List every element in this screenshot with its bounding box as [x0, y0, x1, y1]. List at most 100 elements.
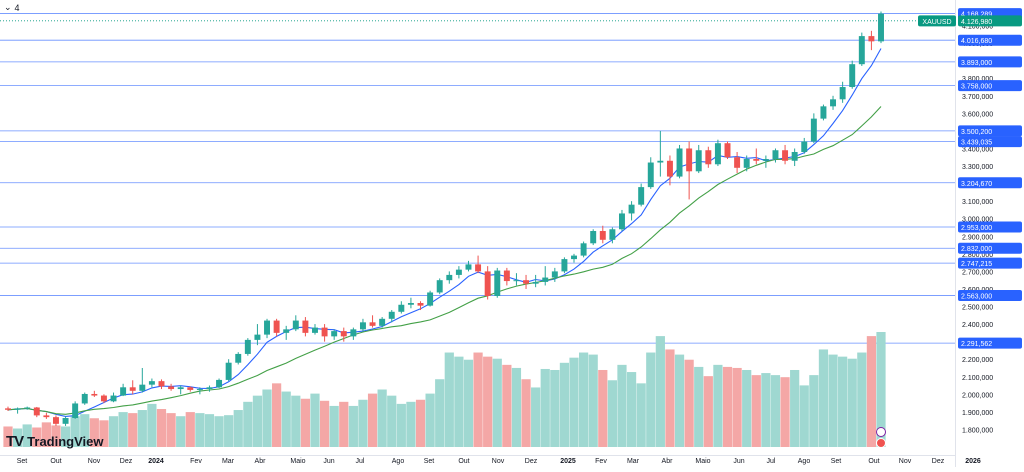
candle-body [264, 321, 270, 335]
x-tick-label: Out [458, 458, 469, 465]
candle-body [523, 280, 529, 284]
volume-bar [569, 358, 578, 447]
candle-body [34, 407, 40, 415]
volume-bar [282, 392, 291, 447]
volume-bar [291, 396, 300, 447]
volume-bar [550, 370, 559, 447]
candle-body [667, 161, 673, 177]
candle-body [638, 187, 644, 205]
candle-body [504, 271, 510, 282]
chevron-down-icon[interactable]: ⌄ [4, 2, 12, 13]
volume-bar [214, 416, 223, 447]
price-axis[interactable]: 1.800,0001.900,0002.000,0002.100,0002.20… [956, 0, 994, 467]
candle-body [216, 380, 222, 387]
event-marker-icon [877, 428, 886, 437]
candle-body [168, 386, 174, 389]
symbol-badge-label: XAUUSD [922, 19, 951, 26]
candle-body [187, 387, 193, 390]
candle-body [849, 64, 855, 87]
volume-bar [627, 372, 636, 447]
candle-body [494, 271, 500, 296]
candle-body [293, 321, 299, 330]
candle-body [226, 363, 232, 380]
y-tick-label: 1.900,000 [962, 410, 993, 417]
volume-bar [320, 401, 329, 447]
x-tick-label: Out [50, 458, 61, 465]
candle-body [734, 157, 740, 168]
candle-body [379, 319, 385, 326]
level-badge-label: 3.500,200 [961, 129, 992, 136]
x-tick-label: Nov [492, 458, 505, 465]
interval-selector[interactable]: ⌄ 4 [4, 2, 20, 13]
candle-body [149, 381, 155, 385]
candle-body [466, 264, 472, 269]
candle-body [178, 387, 184, 389]
candle-body [696, 150, 702, 171]
level-badge-label: 2.832,000 [961, 246, 992, 253]
volume-bar [147, 404, 156, 447]
volume-bar [195, 413, 204, 447]
volume-bar [665, 349, 674, 447]
x-tick-label: Nov [88, 458, 101, 465]
y-tick-label: 2.500,000 [962, 305, 993, 312]
x-tick-label: Abr [255, 458, 267, 465]
volume-bar [857, 353, 866, 447]
x-tick-label: Fev [595, 458, 607, 465]
candle-body [120, 387, 126, 395]
candle-body [715, 143, 721, 164]
x-tick-label: Set [17, 458, 28, 465]
volume-bar [848, 359, 857, 447]
candle-body [15, 408, 21, 409]
volume-bar [521, 379, 530, 447]
x-tick-label: Ago [798, 458, 811, 465]
candles [5, 12, 884, 426]
candle-body [686, 148, 692, 171]
volume-bar [828, 355, 837, 447]
candle-body [763, 159, 769, 161]
volume-bar [339, 402, 348, 447]
candle-body [820, 106, 826, 118]
volume-bar [186, 412, 195, 447]
candle-body [43, 415, 49, 417]
candle-body [753, 159, 759, 161]
candle-body [130, 387, 136, 391]
candle-body [111, 396, 117, 402]
y-tick-label: 3.600,000 [962, 111, 993, 118]
level-badge-label: 2.291,562 [961, 341, 992, 348]
volume-bar [780, 377, 789, 447]
volume-bar [761, 373, 770, 447]
candle-body [235, 354, 241, 363]
volume-bar [119, 412, 128, 447]
candle-body [801, 141, 807, 152]
volume-bar [694, 367, 703, 447]
candle-body [5, 408, 11, 409]
level-badge-label: 2.747,215 [961, 261, 992, 268]
volume-bar [838, 357, 847, 447]
candle-body [302, 321, 308, 333]
volume-bar [416, 400, 425, 447]
candle-body [782, 150, 788, 161]
level-badge-label: 3.439,035 [961, 140, 992, 147]
volume-bar [512, 368, 521, 447]
candle-body [350, 329, 356, 336]
y-tick-label: 3.700,000 [962, 94, 993, 101]
y-tick-label: 3.400,000 [962, 146, 993, 153]
candle-body [744, 159, 750, 168]
candle-body [53, 417, 59, 424]
tradingview-logo[interactable]: TV TradingView [6, 433, 104, 450]
volume-bar [262, 390, 271, 448]
y-tick-label: 3.300,000 [962, 164, 993, 171]
candle-body [274, 321, 280, 333]
x-tick-label: Abr [662, 458, 674, 465]
candle-body [370, 322, 376, 326]
x-tick-label: Ago [392, 458, 405, 465]
candle-body [542, 278, 548, 282]
candle-body [571, 256, 577, 260]
candle-body [82, 394, 88, 403]
volume-bar [368, 394, 377, 447]
candle-body [792, 152, 798, 161]
x-tick-label: Fev [190, 458, 202, 465]
